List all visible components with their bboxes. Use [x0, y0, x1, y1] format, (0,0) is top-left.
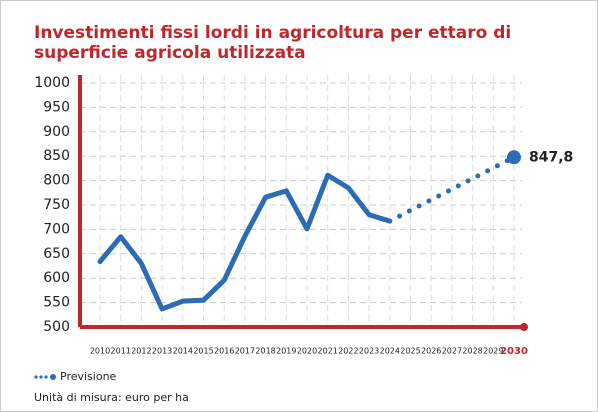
x-tick-label: 2020: [297, 347, 317, 356]
x-tick-label: 2015: [193, 347, 213, 356]
x-tick-label: 2014: [173, 347, 193, 356]
y-tick-label: 950: [43, 99, 70, 115]
x-tick-label: 2030: [500, 346, 528, 357]
x-tick-label: 2017: [235, 347, 255, 356]
legend-label: Previsione: [60, 370, 117, 383]
x-tick-label: 2013: [152, 347, 172, 356]
axis-end: [520, 323, 528, 331]
x-tick-label: 2026: [421, 347, 441, 356]
x-tick-label: 2029: [483, 347, 503, 356]
x-tick-label: 2025: [400, 347, 420, 356]
x-tick-label: 2027: [442, 347, 462, 356]
legend-dot: [34, 375, 38, 379]
note: Unità di misura: euro per ha: [34, 391, 189, 404]
chart-title: Investimenti fissi lordi in agricoltura …: [34, 23, 511, 63]
y-tick-label: 900: [43, 124, 70, 140]
legend-dot: [44, 375, 48, 379]
data-label: 847,8: [529, 149, 573, 165]
y-tick-label: 600: [43, 270, 70, 286]
x-tick-label: 2011: [111, 347, 131, 356]
data-line: [97, 172, 393, 312]
legend-dot: [50, 374, 56, 380]
x-tick-label: 2028: [462, 347, 482, 356]
y-tick-label: 650: [43, 246, 70, 262]
data-point: [507, 150, 521, 165]
forecast-line: [387, 154, 517, 224]
x-tick-label: 2022: [338, 347, 358, 356]
x-tick-label: 2019: [276, 347, 296, 356]
y-tick-label: 750: [43, 197, 70, 213]
x-tick-label: 2021: [318, 347, 338, 356]
x-tick-label: 2016: [214, 347, 234, 356]
y-tick-label: 1000: [34, 75, 70, 91]
y-tick-label: 500: [43, 319, 70, 335]
y-tick-label: 800: [43, 173, 70, 189]
y-tick-label: 550: [43, 295, 70, 311]
x-tick-label: 2018: [255, 347, 275, 356]
legend-dot: [39, 375, 43, 379]
x-tick-label: 2024: [380, 347, 400, 356]
y-tick-label: 850: [43, 148, 70, 164]
y-tick-label: 700: [43, 221, 70, 237]
x-tick-label: 2010: [90, 347, 110, 356]
x-tick-label: 2012: [131, 347, 151, 356]
x-tick-label: 2023: [359, 347, 379, 356]
